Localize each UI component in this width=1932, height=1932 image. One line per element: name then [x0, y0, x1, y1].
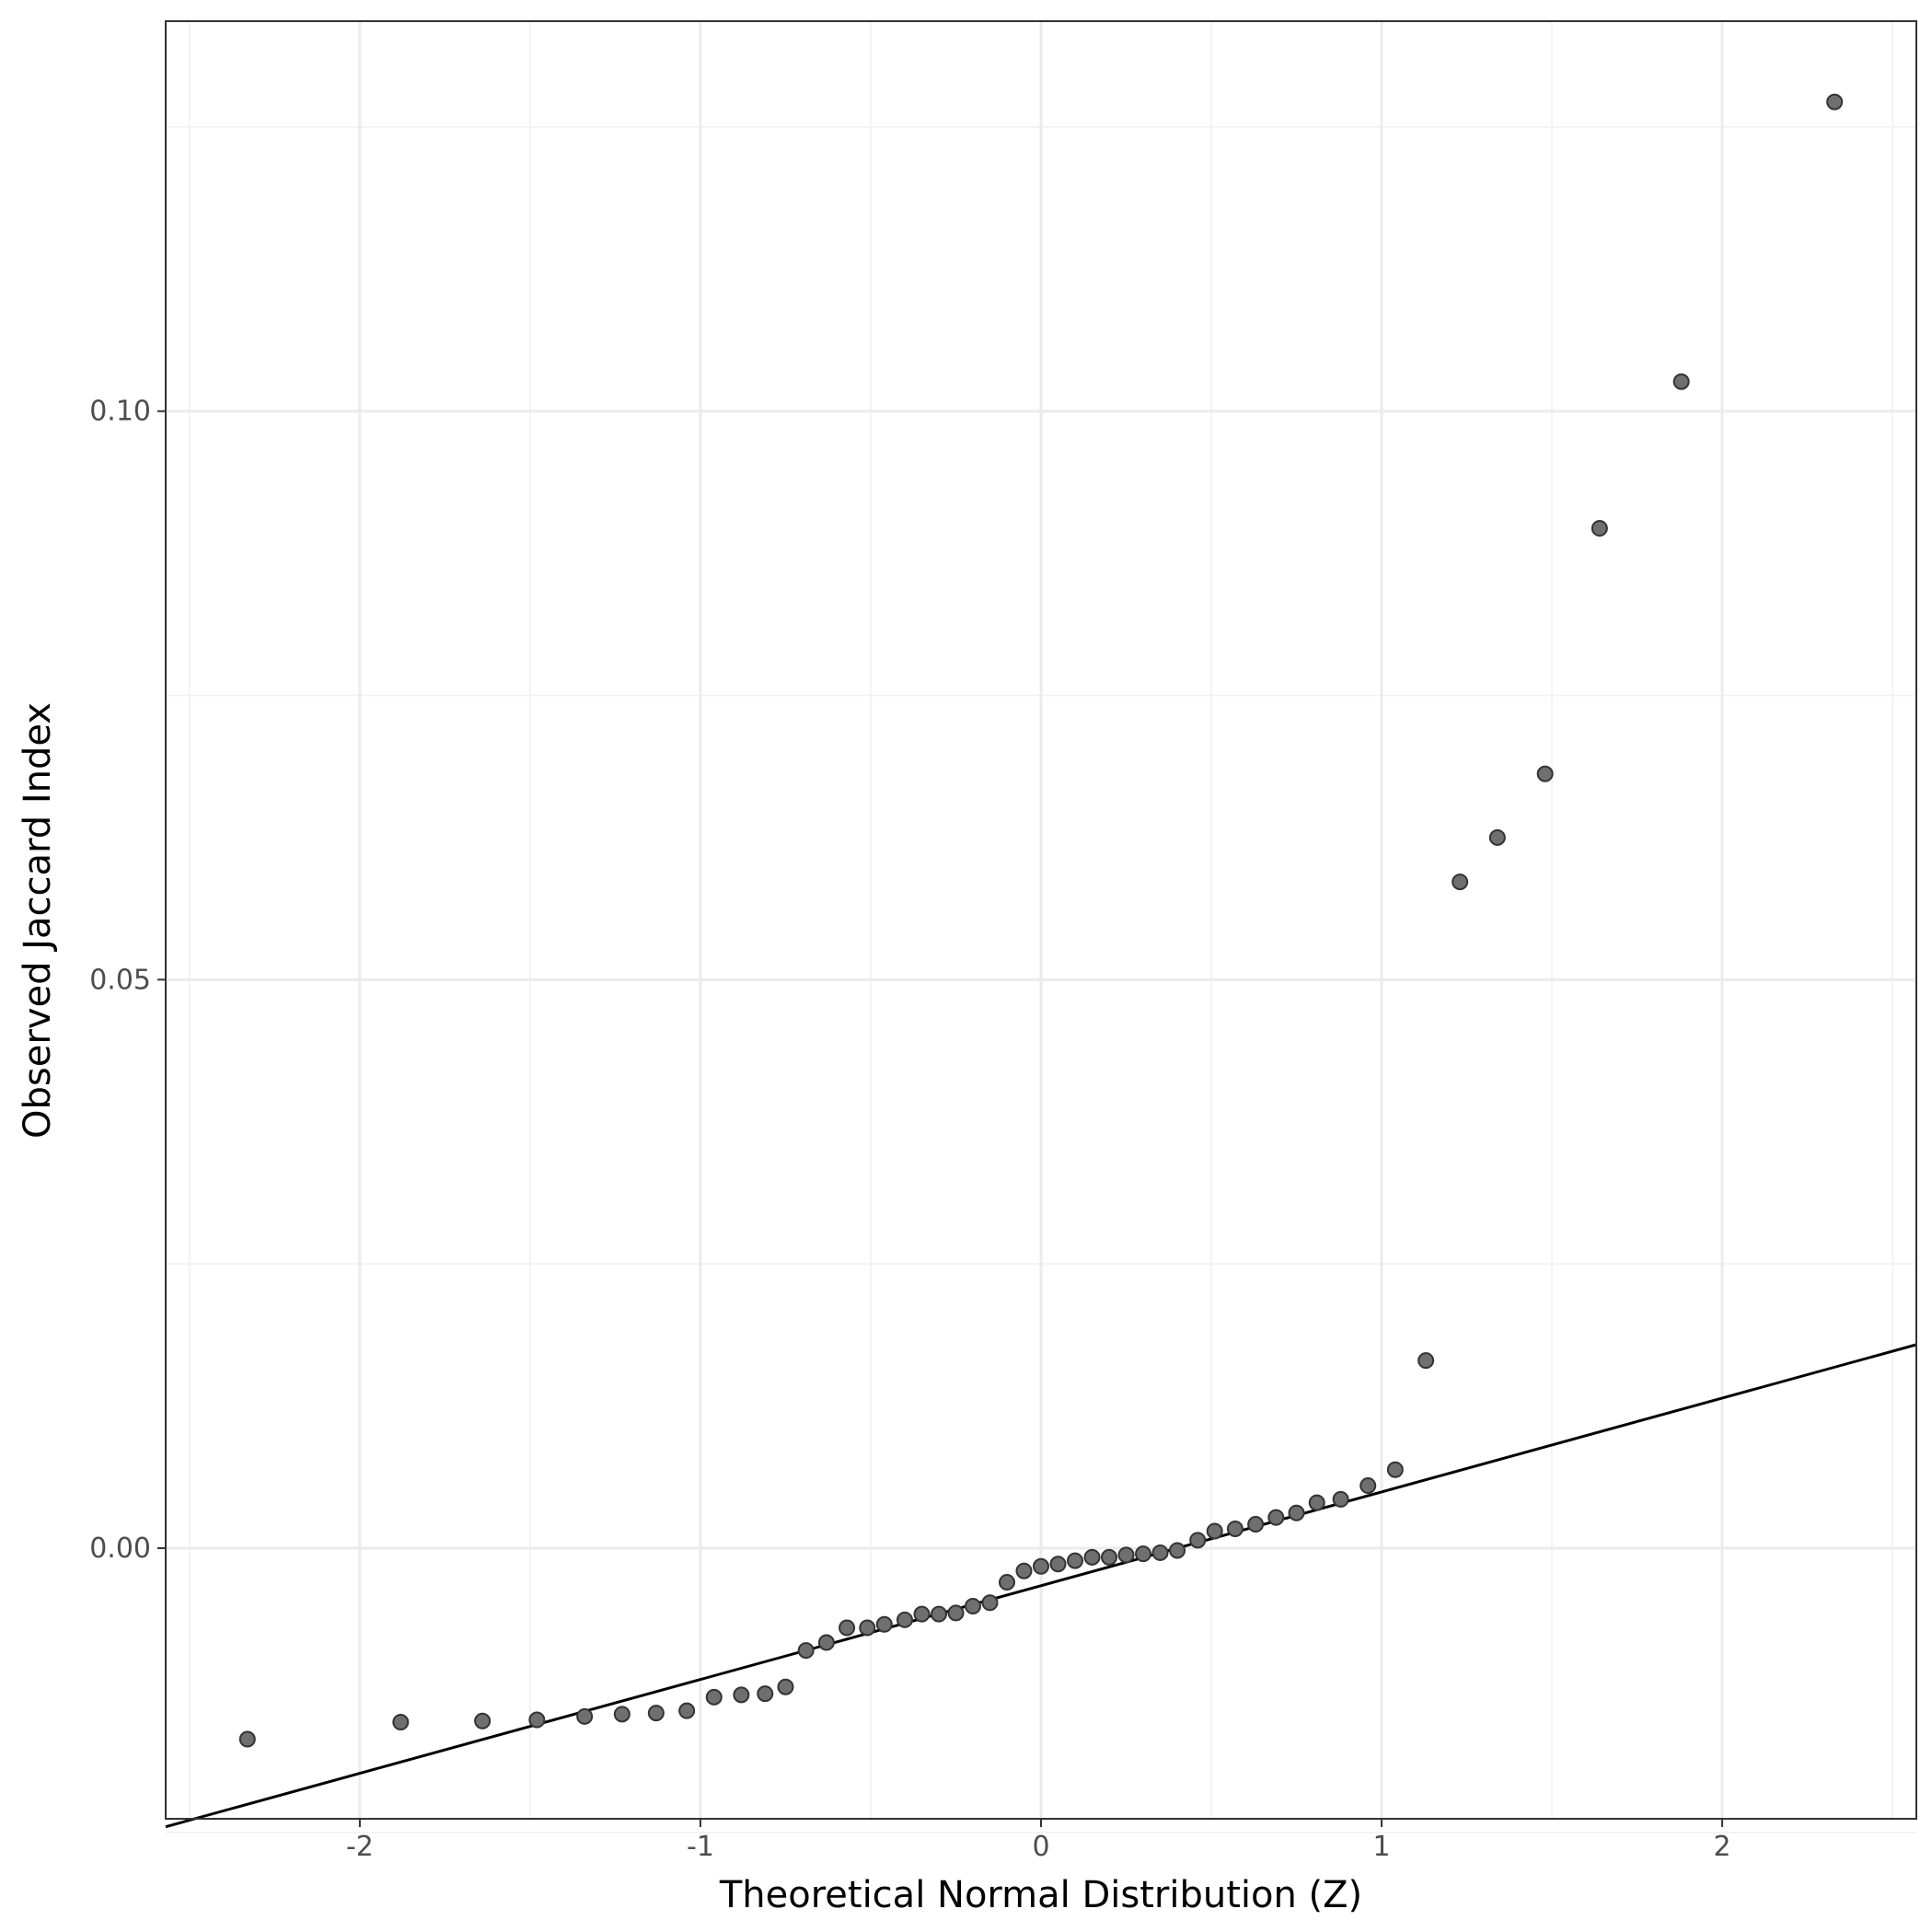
data-point	[613, 1706, 631, 1723]
x-tick-label: 0	[1032, 1831, 1049, 1863]
data-point	[947, 1604, 965, 1622]
data-point	[797, 1642, 815, 1660]
data-point	[1247, 1516, 1265, 1533]
grid-major	[166, 21, 1916, 1819]
data-point	[1083, 1548, 1101, 1566]
data-point	[964, 1598, 981, 1614]
data-point	[1226, 1521, 1244, 1537]
data-point	[757, 1685, 774, 1703]
qq-reference-line	[165, 1343, 1917, 1829]
data-point	[1386, 1461, 1404, 1478]
data-point	[1672, 373, 1690, 390]
data-point	[930, 1605, 947, 1623]
data-point	[1049, 1556, 1067, 1573]
data-point	[1288, 1504, 1305, 1521]
data-point	[981, 1594, 999, 1612]
data-point	[1591, 519, 1608, 537]
data-point	[913, 1605, 931, 1623]
data-point	[1117, 1546, 1135, 1564]
data-point	[1169, 1542, 1186, 1559]
data-point	[839, 1619, 856, 1637]
data-point	[1332, 1490, 1349, 1508]
data-point	[733, 1686, 750, 1704]
data-point	[647, 1705, 665, 1722]
data-point	[1417, 1352, 1435, 1370]
x-tick-label: -1	[687, 1831, 714, 1863]
data-point	[1015, 1562, 1033, 1579]
data-point	[705, 1688, 723, 1706]
data-point	[392, 1714, 410, 1730]
data-point	[576, 1707, 594, 1725]
data-point	[896, 1611, 913, 1628]
data-point	[998, 1574, 1015, 1591]
data-point	[875, 1615, 893, 1633]
data-point	[859, 1619, 876, 1637]
data-points	[238, 93, 1844, 1748]
data-point	[1536, 765, 1554, 782]
y-tick-label: 0.00	[89, 1533, 151, 1565]
data-point	[1359, 1477, 1377, 1495]
x-tick-label: -2	[346, 1831, 374, 1863]
data-point	[1067, 1552, 1084, 1569]
data-point	[1826, 93, 1844, 110]
data-point	[1308, 1494, 1325, 1511]
data-point	[1151, 1544, 1169, 1561]
data-point	[1206, 1522, 1223, 1540]
data-point	[1488, 828, 1506, 846]
data-point	[678, 1702, 696, 1719]
x-axis-title: Theoretical Normal Distribution (Z)	[719, 1874, 1362, 1916]
y-axis: 0.00 0.05 0.10	[89, 396, 166, 1565]
data-point	[1267, 1509, 1285, 1526]
data-point	[1452, 873, 1469, 891]
data-point	[1033, 1557, 1049, 1575]
data-point	[817, 1634, 835, 1651]
data-point	[528, 1711, 546, 1729]
data-point	[238, 1730, 256, 1748]
x-tick-label: 2	[1714, 1831, 1731, 1863]
y-axis-title: Observed Jaccard Index	[17, 702, 59, 1139]
reference-line-group	[165, 1343, 1917, 1829]
data-point	[777, 1678, 794, 1695]
y-tick-label: 0.05	[89, 964, 151, 996]
data-point	[1101, 1548, 1118, 1566]
x-tick-label: 1	[1372, 1831, 1390, 1863]
y-tick-label: 0.10	[89, 396, 151, 428]
x-axis: -2 -1 0 1 2	[346, 1819, 1731, 1863]
data-point	[474, 1712, 492, 1730]
data-point	[1189, 1532, 1207, 1549]
data-point	[1135, 1545, 1152, 1563]
